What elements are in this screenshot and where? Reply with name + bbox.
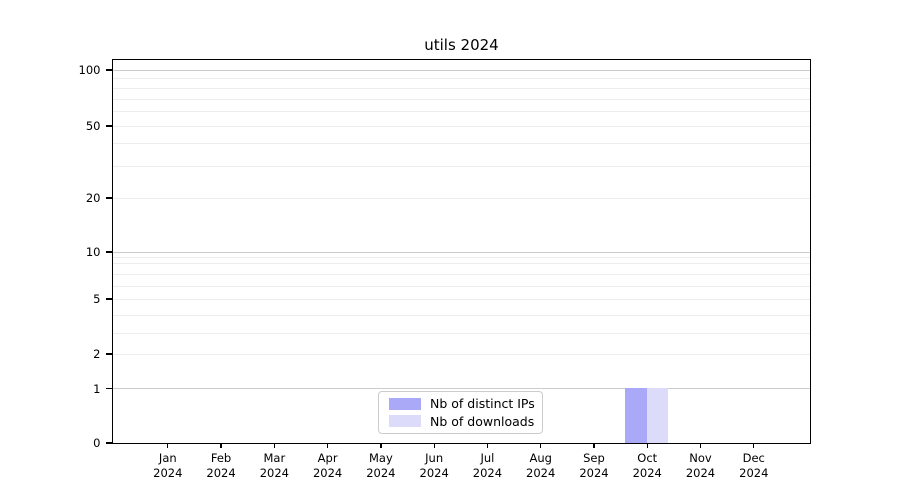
y-axis-tick-label: 0 — [93, 436, 101, 450]
year-label: 2024 — [312, 466, 343, 480]
x-tick-mark-jan — [167, 443, 169, 448]
year-label: 2024 — [419, 466, 449, 480]
y-axis-tick-label: 5 — [93, 292, 101, 306]
x-axis-tick-label: Jan 2024 — [136, 451, 200, 481]
x-tick-mark-aug — [540, 443, 542, 448]
year-label: 2024 — [579, 466, 609, 480]
bar-nb-of-downloads-oct — [646, 388, 669, 443]
x-axis-tick-label: Nov 2024 — [669, 451, 733, 481]
minor-gridline-2 — [112, 353, 810, 355]
x-tick-mark-jul — [486, 443, 489, 448]
minor-gridline-4 — [112, 314, 810, 316]
minor-gridline-90 — [112, 77, 810, 79]
x-axis-tick-label: Oct 2024 — [615, 451, 679, 481]
month-label: Mar — [263, 451, 286, 465]
x-axis-tick-label: Dec 2024 — [722, 451, 786, 481]
minor-gridline-50 — [112, 125, 810, 127]
plot-area — [111, 58, 811, 444]
legend-row: Nb of downloads — [386, 413, 535, 431]
x-axis-tick-label: Aug 2024 — [509, 451, 573, 481]
y-tick-mark-100 — [105, 69, 112, 71]
legend-label: Nb of downloads — [430, 413, 535, 429]
minor-gridline-5 — [112, 298, 810, 300]
year-label: 2024 — [632, 466, 662, 480]
minor-gridline-40 — [112, 142, 810, 144]
x-axis-tick-label: Mar 2024 — [242, 451, 306, 481]
y-tick-mark-1 — [105, 387, 112, 390]
x-tick-mark-mar — [273, 443, 275, 448]
bar-nb-of-distinct-ips-oct — [625, 388, 647, 443]
minor-gridline-7 — [112, 273, 810, 275]
month-label: Apr — [317, 451, 338, 465]
legend-swatch-nb-of-downloads — [389, 415, 421, 428]
year-label: 2024 — [472, 466, 503, 480]
month-label: Sep — [583, 451, 605, 465]
x-tick-mark-may — [380, 443, 382, 448]
y-tick-mark-10 — [105, 251, 112, 253]
y-tick-mark-50 — [105, 125, 112, 127]
minor-gridline-3 — [112, 332, 810, 334]
x-axis-tick-label: May 2024 — [349, 451, 413, 481]
legend-swatch-nb-of-distinct-ips — [389, 397, 421, 410]
month-label: Dec — [742, 451, 765, 465]
y-tick-mark-2 — [105, 353, 112, 355]
month-label: Nov — [689, 451, 712, 465]
minor-gridline-8 — [112, 262, 810, 264]
x-tick-mark-apr — [326, 443, 329, 448]
legend: Nb of distinct IPs Nb of downloads — [378, 391, 543, 434]
month-label: Feb — [210, 451, 232, 465]
x-axis-tick-label: Jul 2024 — [455, 451, 519, 481]
month-label: Jul — [480, 451, 495, 465]
month-label: Jan — [158, 451, 177, 465]
month-label: Aug — [529, 451, 552, 465]
x-axis-tick-label: Feb 2024 — [189, 451, 253, 481]
year-label: 2024 — [685, 466, 716, 480]
y-tick-mark-5 — [105, 298, 112, 300]
x-tick-mark-dec — [753, 443, 755, 448]
month-label: Jun — [425, 451, 444, 465]
y-axis-tick-label: 20 — [85, 191, 101, 205]
y-tick-mark-0 — [105, 442, 112, 444]
y-axis-tick-label: 2 — [93, 347, 101, 361]
y-axis-tick-label: 100 — [78, 63, 101, 77]
minor-gridline-70 — [112, 98, 810, 100]
year-label: 2024 — [153, 466, 183, 480]
y-tick-mark-20 — [105, 197, 112, 199]
minor-gridline-20 — [112, 197, 810, 199]
x-axis-tick-label: Sep 2024 — [562, 451, 626, 481]
month-label: May — [368, 451, 393, 465]
y-axis-tick-label: 1 — [93, 381, 101, 396]
x-axis-tick-label: Apr 2024 — [296, 451, 360, 481]
major-gridline-1 — [112, 388, 810, 390]
minor-gridline-60 — [112, 110, 810, 112]
major-gridline-100 — [112, 69, 810, 71]
chart-title: utils 2024 — [424, 36, 499, 54]
y-axis-tick-label: 50 — [85, 119, 101, 133]
legend-row: Nb of distinct IPs — [386, 395, 535, 413]
x-tick-mark-nov — [699, 443, 702, 448]
minor-gridline-9 — [112, 256, 810, 258]
minor-gridline-30 — [112, 165, 810, 167]
year-label: 2024 — [366, 466, 396, 480]
x-axis-tick-label: Jun 2024 — [402, 451, 466, 481]
x-tick-mark-oct — [646, 443, 648, 448]
year-label: 2024 — [259, 466, 289, 480]
year-label: 2024 — [739, 466, 769, 480]
legend-label: Nb of distinct IPs — [430, 396, 535, 412]
year-label: 2024 — [206, 466, 236, 480]
month-label: Oct — [637, 451, 658, 465]
minor-gridline-80 — [112, 87, 810, 89]
x-tick-mark-sep — [593, 443, 595, 448]
y-axis-tick-label: 10 — [85, 245, 101, 259]
minor-gridline-6 — [112, 285, 810, 287]
x-tick-mark-jun — [433, 443, 435, 448]
major-gridline-10 — [112, 251, 810, 253]
year-label: 2024 — [526, 466, 556, 480]
x-tick-mark-feb — [220, 443, 222, 448]
